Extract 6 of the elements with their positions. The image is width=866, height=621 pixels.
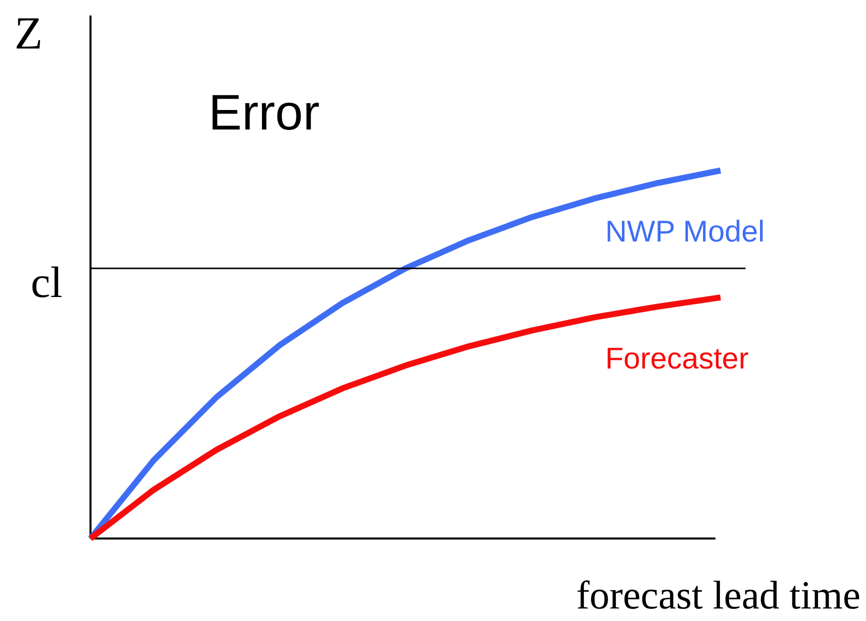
series-label: Forecaster bbox=[605, 342, 749, 376]
ref-line-label: cl bbox=[30, 258, 63, 307]
series-label: NWP Model bbox=[605, 216, 765, 248]
x-axis-title: forecast lead time bbox=[576, 572, 860, 618]
chart-title: Error bbox=[208, 84, 320, 140]
y-axis-title: Z bbox=[14, 8, 43, 58]
